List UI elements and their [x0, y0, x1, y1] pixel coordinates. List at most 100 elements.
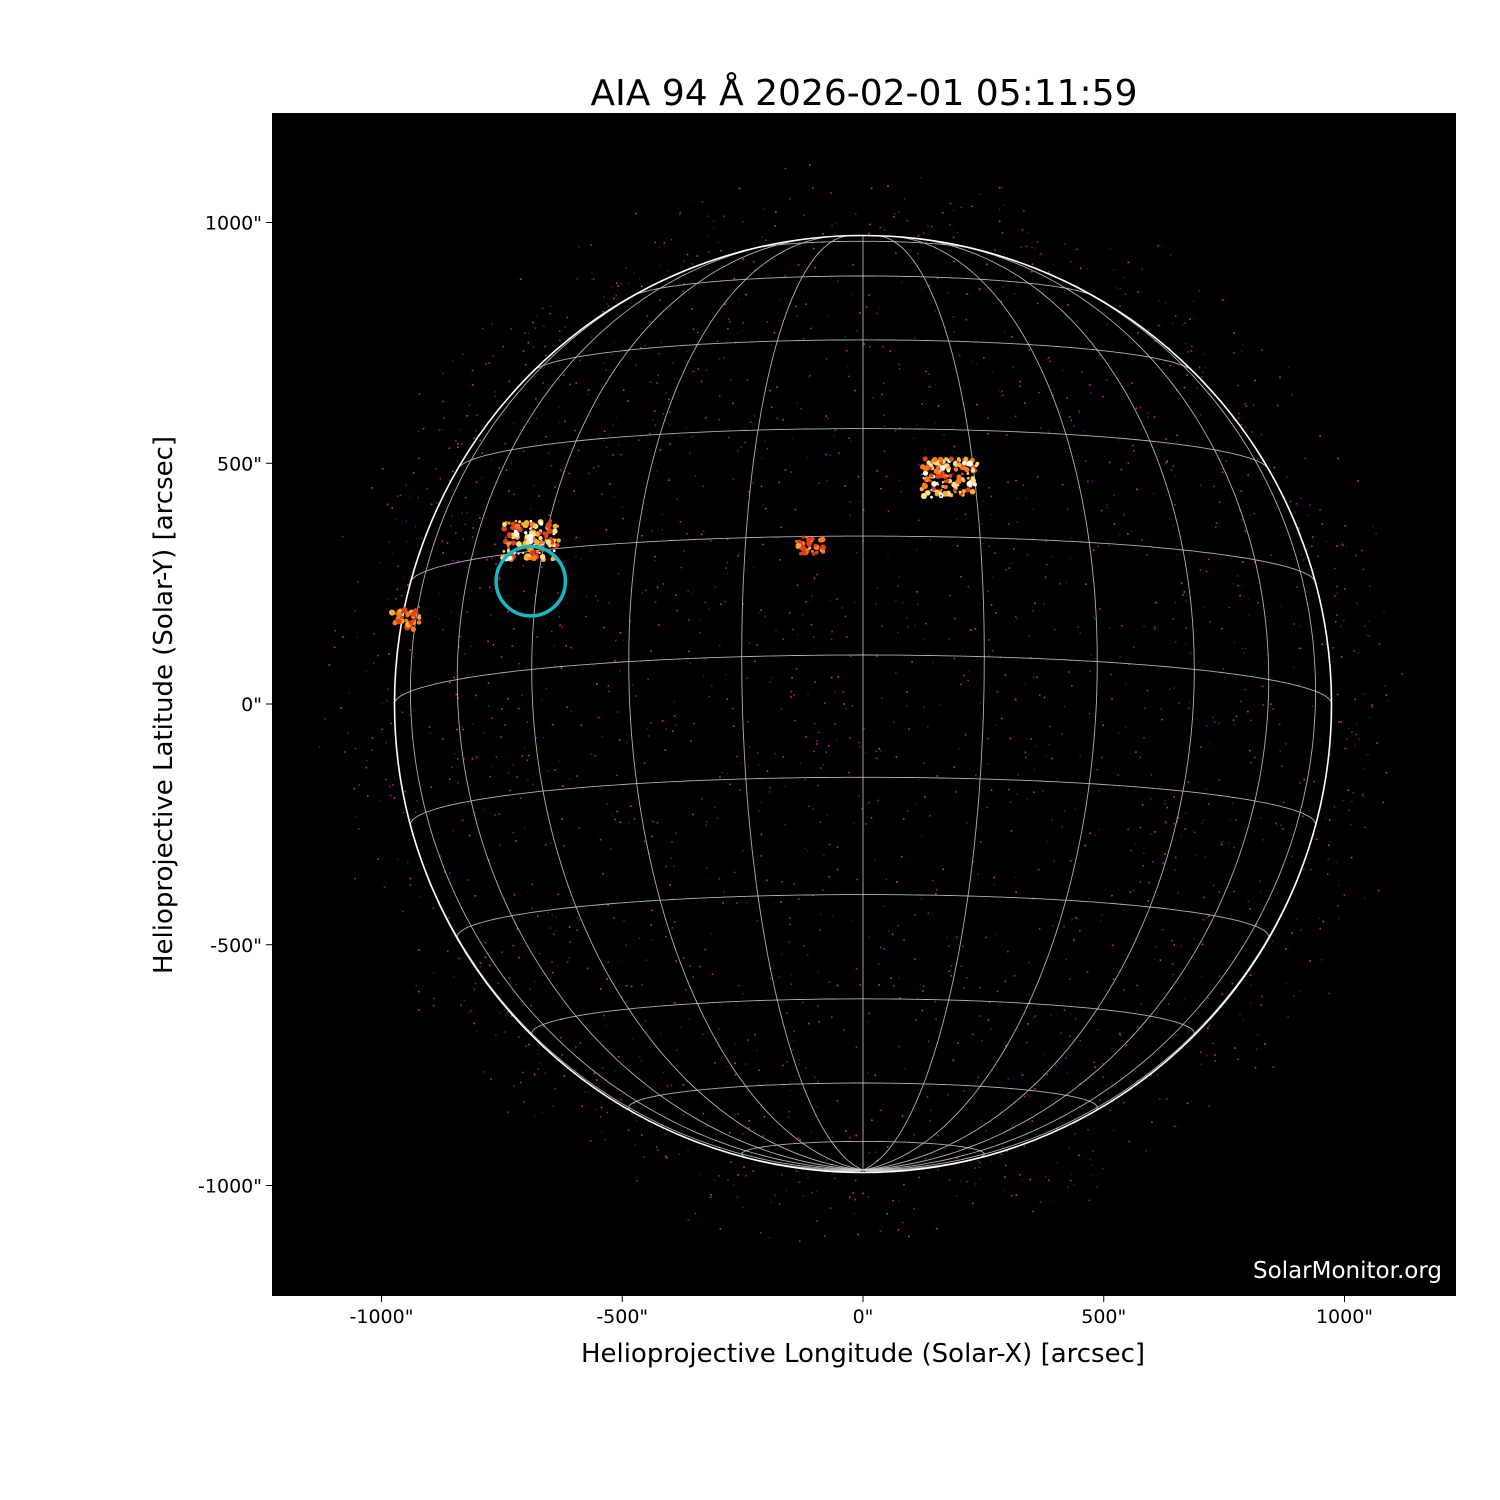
- speckle: [1172, 524, 1175, 527]
- speckle: [527, 754, 530, 757]
- speckle: [1151, 1121, 1153, 1124]
- speckle: [1004, 331, 1006, 333]
- speckle: [641, 285, 643, 288]
- speckle: [1260, 890, 1262, 893]
- speckle: [770, 406, 773, 409]
- speckle: [967, 585, 970, 588]
- active-region-pixel: [941, 481, 945, 484]
- speckle: [912, 488, 914, 491]
- speckle: [1002, 286, 1004, 289]
- speckle: [1052, 394, 1055, 397]
- speckle: [614, 659, 616, 662]
- speckle: [738, 187, 741, 190]
- speckle: [1243, 402, 1246, 405]
- speckle: [1302, 559, 1305, 561]
- speckle: [1164, 821, 1167, 824]
- speckle: [468, 834, 471, 837]
- speckle: [597, 599, 599, 602]
- speckle: [823, 854, 825, 857]
- speckle: [490, 458, 492, 461]
- speckle: [613, 543, 616, 546]
- speckle: [908, 1140, 911, 1143]
- speckle: [972, 1033, 974, 1036]
- speckle: [795, 305, 797, 308]
- speckle: [990, 789, 993, 791]
- speckle: [593, 1072, 596, 1075]
- speckle: [617, 572, 620, 575]
- speckle: [1345, 546, 1348, 548]
- speckle: [987, 737, 990, 740]
- speckle: [712, 227, 715, 230]
- speckle: [1154, 831, 1156, 833]
- speckle: [1005, 434, 1008, 436]
- y-tick-label: -500": [210, 935, 262, 957]
- speckle: [631, 683, 634, 686]
- speckle: [1291, 932, 1294, 934]
- speckle: [1170, 469, 1173, 471]
- speckle: [849, 1136, 851, 1139]
- active-region-pixel: [969, 488, 976, 495]
- speckle: [1045, 755, 1047, 757]
- speckle: [657, 374, 659, 376]
- speckle: [581, 1105, 583, 1107]
- speckle: [746, 1090, 749, 1092]
- speckle: [1235, 715, 1238, 718]
- speckle: [650, 722, 653, 724]
- speckle: [953, 657, 956, 660]
- speckle: [1299, 782, 1301, 784]
- speckle: [1209, 620, 1211, 623]
- speckle: [1239, 1013, 1241, 1015]
- speckle: [752, 260, 755, 263]
- speckle: [1121, 625, 1123, 627]
- speckle: [371, 749, 373, 751]
- speckle: [1147, 412, 1150, 414]
- speckle: [664, 749, 667, 751]
- speckle: [1154, 626, 1156, 629]
- speckle: [409, 877, 412, 880]
- speckle: [825, 751, 828, 754]
- speckle: [1200, 746, 1202, 748]
- speckle: [990, 495, 992, 498]
- speckle: [778, 976, 781, 978]
- speckle: [901, 601, 904, 604]
- speckle: [371, 737, 374, 739]
- speckle: [693, 722, 695, 725]
- speckle: [628, 822, 630, 824]
- speckle: [1023, 1145, 1026, 1148]
- active-region-pixel: [392, 620, 398, 626]
- speckle: [1313, 780, 1315, 783]
- speckle: [1247, 474, 1249, 477]
- speckle: [1319, 927, 1321, 930]
- speckle: [881, 393, 883, 396]
- speckle: [1068, 1147, 1071, 1149]
- speckle: [529, 508, 532, 510]
- speckle: [981, 523, 984, 525]
- speckle: [926, 1096, 929, 1098]
- speckle: [861, 807, 863, 810]
- speckle: [1006, 1150, 1009, 1152]
- speckle: [1034, 1088, 1036, 1090]
- speckle: [515, 840, 517, 842]
- speckle: [960, 683, 962, 686]
- speckle: [791, 676, 793, 679]
- parallel-line: [457, 428, 1269, 469]
- speckle: [603, 1014, 605, 1017]
- speckle: [1092, 549, 1095, 551]
- speckle: [1242, 1019, 1245, 1021]
- speckle: [501, 951, 503, 954]
- speckle: [519, 1081, 522, 1084]
- speckle: [1071, 685, 1073, 687]
- speckle: [512, 628, 515, 630]
- speckle: [788, 917, 791, 920]
- speckle: [990, 1028, 992, 1030]
- speckle: [441, 738, 444, 740]
- speckle: [1237, 1058, 1239, 1061]
- speckle: [551, 630, 553, 633]
- speckle: [479, 962, 482, 964]
- speckle: [1139, 881, 1142, 883]
- speckle: [481, 327, 484, 330]
- speckle: [1213, 721, 1216, 723]
- speckle: [1270, 554, 1272, 557]
- speckle: [692, 370, 695, 373]
- speckle: [977, 1076, 980, 1079]
